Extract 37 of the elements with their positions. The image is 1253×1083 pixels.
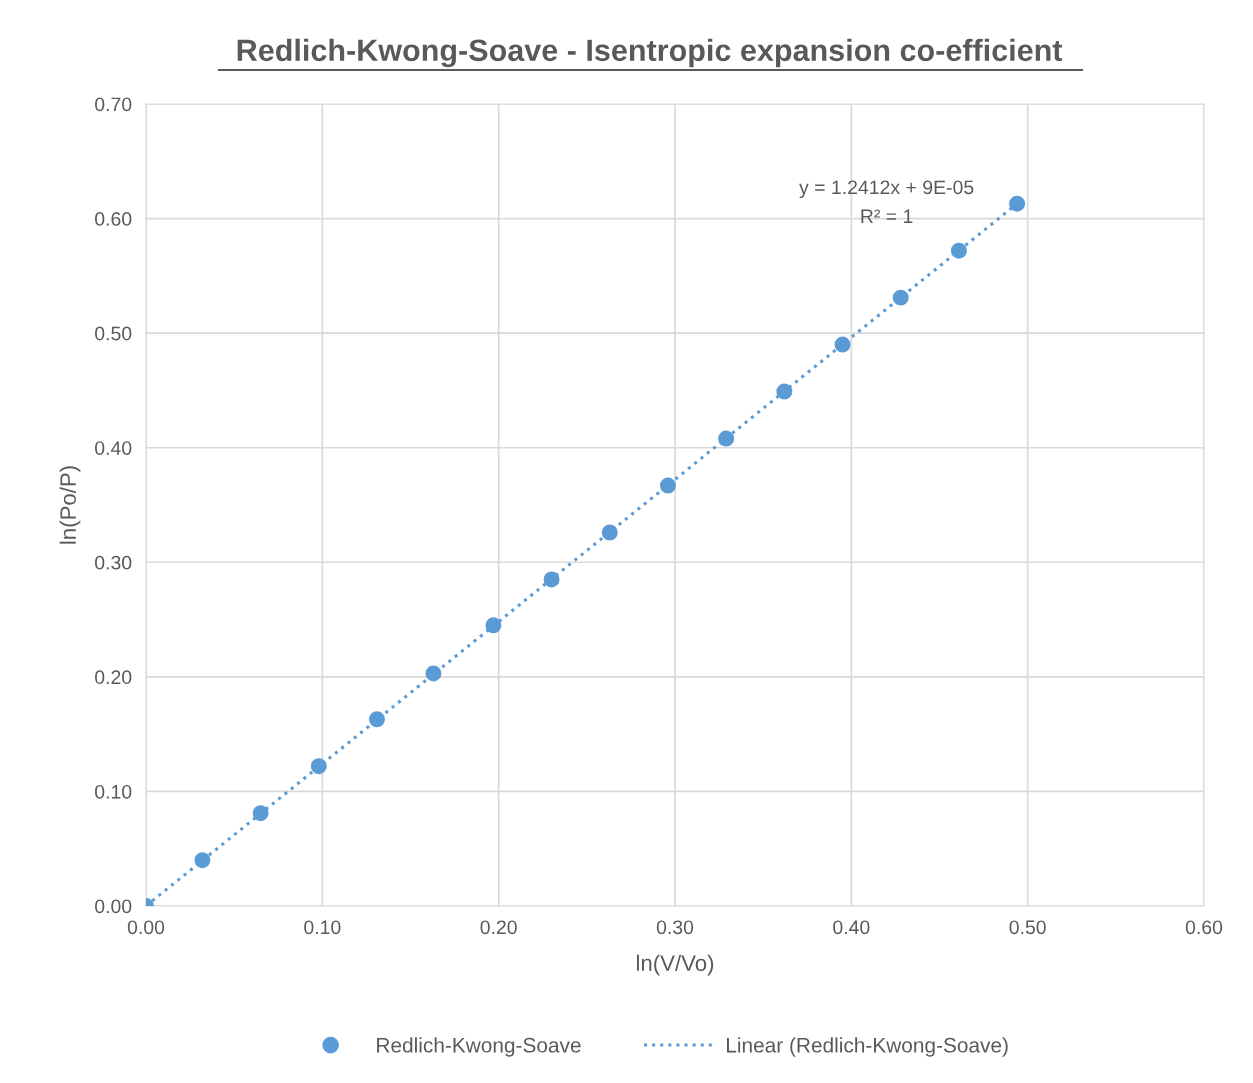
y-tick-label: 0.40	[95, 441, 132, 455]
point	[252, 805, 269, 822]
point	[892, 289, 909, 306]
point	[485, 617, 502, 634]
y-tick-label: 0.60	[95, 212, 132, 226]
y-tick-label: 0.70	[95, 97, 132, 112]
x-axis-title: ln(V/Vo)	[636, 954, 714, 976]
point	[659, 477, 676, 494]
x-tick-label: 0.60	[1185, 920, 1223, 935]
y-tick-label: 0.00	[95, 899, 132, 914]
point	[776, 383, 793, 400]
y-tick-label: 0.50	[95, 326, 132, 341]
point	[425, 665, 442, 682]
y-tick-label: 0.20	[95, 670, 132, 685]
legend-label: Redlich-Kwong-Soave	[377, 1037, 581, 1057]
point	[543, 571, 560, 588]
y-tick-label: 0.30	[95, 555, 132, 570]
point	[369, 711, 385, 728]
point	[310, 758, 327, 775]
point	[194, 852, 211, 869]
point	[834, 336, 851, 353]
x-tick-label: 0.30	[656, 920, 694, 935]
legend-label: Linear (Redlich-Kwong-Soave)	[726, 1037, 1008, 1057]
y-axis-title: ln(Po/P)	[59, 466, 81, 544]
point	[718, 430, 735, 447]
point	[601, 524, 618, 541]
x-tick-label: 0.40	[833, 920, 870, 935]
point	[1009, 195, 1026, 212]
y-tick-label: 0.10	[95, 784, 132, 799]
annotation: R² = 1	[861, 209, 913, 223]
x-tick-label: 0.10	[304, 920, 341, 935]
chart-title: Redlich-Kwong-Soave - Isentropic expansion co-efficient	[237, 38, 1063, 68]
x-tick-label: 0.50	[1009, 920, 1046, 935]
x-tick-label: 0.00	[127, 920, 165, 935]
point	[950, 242, 967, 259]
x-tick-label: 0.20	[480, 920, 517, 935]
annotation: y = 1.2412x + 9E-05	[799, 180, 974, 199]
